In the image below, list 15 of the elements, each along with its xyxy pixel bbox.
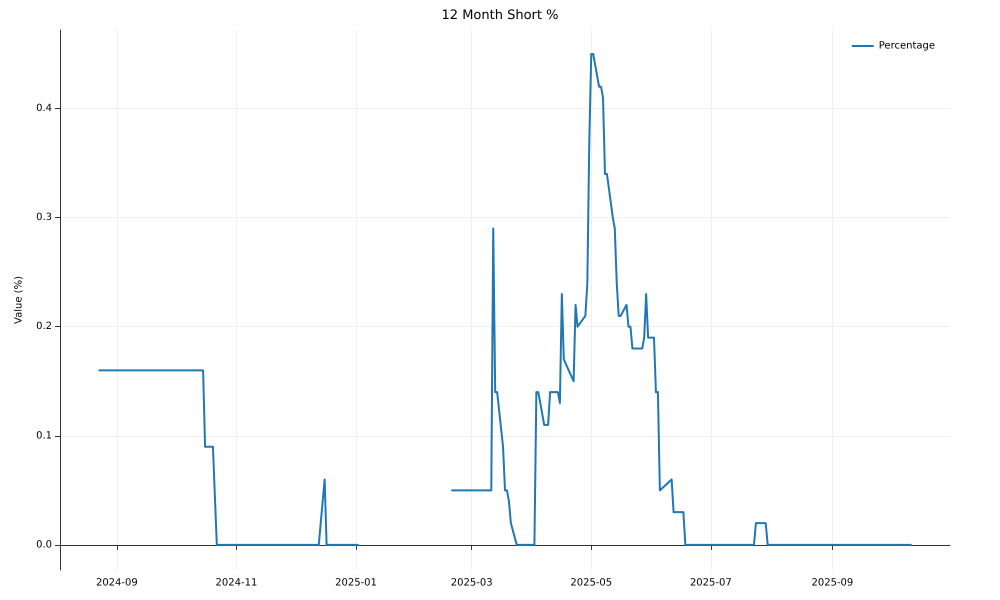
x-tick-label: 2025-03 xyxy=(450,578,493,588)
y-tick-label: 0.2 xyxy=(36,321,52,332)
x-tick-label: 2025-09 xyxy=(811,578,854,588)
legend-label: Percentage xyxy=(878,40,936,52)
y-tick-label: 0.1 xyxy=(36,430,52,442)
x-tick-label: 2025-05 xyxy=(570,578,612,588)
x-tick-label: 2025-07 xyxy=(690,578,732,588)
x-tick-label: 2025-01 xyxy=(335,578,377,588)
x-tick-label: 2024-09 xyxy=(96,578,138,588)
y-tick-label: 0.3 xyxy=(36,212,52,224)
y-tick-label: 0.0 xyxy=(36,539,52,550)
y-axis-title: Value (%) xyxy=(14,276,24,324)
chart-title: 12 Month Short % xyxy=(442,8,558,23)
x-tick-label: 2024-11 xyxy=(216,578,258,588)
y-tick-label: 0.4 xyxy=(36,103,52,114)
